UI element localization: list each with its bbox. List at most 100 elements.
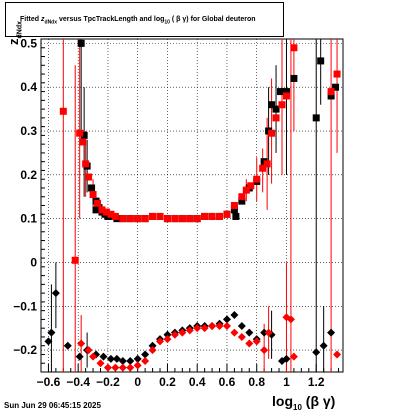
red-square-point bbox=[247, 182, 255, 190]
red-square-point bbox=[272, 114, 280, 122]
red-square-point bbox=[89, 191, 97, 199]
red-square-point bbox=[102, 208, 110, 216]
red-diamond-point bbox=[156, 337, 165, 346]
black-diamond-point bbox=[133, 354, 142, 363]
x-tick-label: 1 bbox=[283, 375, 290, 389]
black-diamond-point bbox=[141, 350, 150, 359]
black-square-point bbox=[238, 197, 246, 205]
black-diamond-point bbox=[163, 330, 172, 339]
red-square-point bbox=[163, 215, 171, 223]
x-tick-label: −0.6 bbox=[37, 375, 61, 389]
black-diamond-point bbox=[63, 341, 72, 350]
black-diamond-point bbox=[327, 328, 336, 337]
red-diamond-point bbox=[245, 339, 254, 348]
red-diamond-point bbox=[264, 328, 273, 337]
black-square-point bbox=[268, 101, 276, 109]
y-axis-label: zdNdx bbox=[6, 21, 24, 45]
y-tick-label: −0.2 bbox=[13, 343, 37, 357]
y-tick-label: 0.3 bbox=[20, 124, 37, 138]
black-square-point bbox=[327, 92, 335, 100]
x-tick-label: 0 bbox=[134, 375, 141, 389]
red-diamond-point bbox=[148, 346, 157, 355]
timestamp: Sun Jun 29 06:45:15 2025 bbox=[4, 401, 101, 410]
red-diamond-point bbox=[289, 352, 298, 361]
red-diamond-point bbox=[163, 335, 172, 344]
black-diamond-point bbox=[282, 354, 291, 363]
black-square-point bbox=[290, 74, 298, 82]
red-diamond-point bbox=[237, 332, 246, 341]
x-tick-label: 1.2 bbox=[308, 375, 325, 389]
red-diamond-point bbox=[118, 363, 127, 372]
x-tick-label: −0.2 bbox=[96, 375, 120, 389]
black-diamond-point bbox=[99, 352, 108, 361]
black-diamond-point bbox=[237, 321, 246, 330]
black-square-point bbox=[232, 212, 240, 220]
red-diamond-point bbox=[96, 359, 105, 368]
red-square-point bbox=[141, 215, 149, 223]
red-square-point bbox=[282, 92, 290, 100]
red-square-point bbox=[59, 107, 67, 115]
x-tick-label: 0.2 bbox=[159, 375, 176, 389]
x-tick-label: −0.4 bbox=[66, 375, 90, 389]
red-diamond-point bbox=[230, 328, 239, 337]
red-square-point bbox=[259, 164, 267, 172]
red-diamond-point bbox=[215, 321, 224, 330]
black-square-point bbox=[332, 83, 340, 91]
black-square-point bbox=[317, 57, 325, 65]
red-square-point bbox=[223, 210, 231, 218]
black-square-point bbox=[80, 131, 88, 139]
black-square-point bbox=[92, 206, 100, 214]
red-square-point bbox=[186, 215, 194, 223]
red-square-point bbox=[216, 212, 224, 220]
red-square-point bbox=[149, 212, 157, 220]
red-diamond-point bbox=[133, 361, 142, 370]
black-square-point bbox=[272, 105, 280, 113]
red-square-point bbox=[126, 215, 134, 223]
red-square-point bbox=[79, 138, 87, 146]
black-diamond-point bbox=[126, 357, 135, 366]
red-square-point bbox=[119, 215, 127, 223]
y-tick-label: 0.5 bbox=[20, 36, 37, 50]
red-square-point bbox=[111, 212, 119, 220]
black-diamond-point bbox=[260, 328, 269, 337]
black-diamond-point bbox=[112, 354, 121, 363]
red-diamond-point bbox=[252, 337, 261, 346]
black-diamond-point bbox=[222, 315, 231, 324]
red-square-point bbox=[208, 212, 216, 220]
red-square-point bbox=[134, 215, 142, 223]
red-diamond-point bbox=[208, 321, 217, 330]
black-diamond-point bbox=[75, 352, 84, 361]
black-diamond-point bbox=[118, 357, 127, 366]
red-diamond-point bbox=[126, 363, 135, 372]
plot-title: Fitted zdNdx versus TpcTrackLength and l… bbox=[20, 16, 256, 26]
red-diamond-point bbox=[333, 350, 342, 359]
plot-title-box: Fitted zdNdx versus TpcTrackLength and l… bbox=[5, 2, 284, 37]
red-diamond-point bbox=[200, 324, 209, 333]
x-tick-label: 0.4 bbox=[189, 375, 206, 389]
black-diamond-point bbox=[319, 341, 328, 350]
black-square-point bbox=[282, 88, 290, 96]
red-square-point bbox=[238, 193, 246, 201]
red-diamond-point bbox=[178, 328, 187, 337]
red-square-point bbox=[201, 212, 209, 220]
x-axis-label: log10 (β γ) bbox=[272, 393, 336, 412]
red-square-point bbox=[171, 215, 179, 223]
red-square-point bbox=[193, 215, 201, 223]
red-square-point bbox=[94, 199, 102, 207]
red-diamond-point bbox=[141, 357, 150, 366]
y-tick-label: 0 bbox=[30, 255, 37, 269]
black-diamond-point bbox=[148, 341, 157, 350]
red-square-point bbox=[253, 175, 261, 183]
red-diamond-point bbox=[77, 339, 86, 348]
red-square-point bbox=[230, 202, 238, 209]
red-square-point bbox=[278, 101, 286, 109]
red-diamond-point bbox=[260, 346, 269, 355]
y-tick-label: −0.1 bbox=[13, 299, 37, 313]
red-square-point bbox=[290, 44, 298, 52]
black-diamond-point bbox=[230, 311, 239, 320]
black-diamond-point bbox=[47, 328, 56, 337]
red-diamond-point bbox=[84, 346, 93, 355]
red-diamond-point bbox=[89, 352, 98, 361]
red-square-point bbox=[156, 212, 164, 220]
y-tick-label: 0.1 bbox=[20, 212, 37, 226]
